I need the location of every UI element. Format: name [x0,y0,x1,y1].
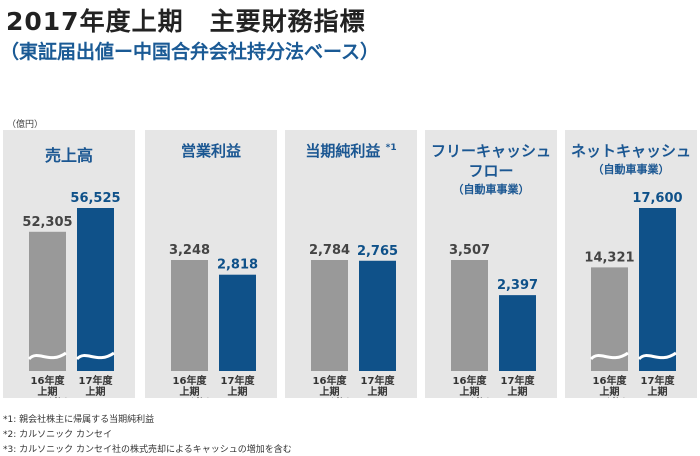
bar-fy16-h1 [591,267,628,371]
category-label: 上期 [368,385,388,398]
data-label: 2,397 [497,278,538,293]
axis-break-mark [589,351,629,361]
category-label: 17年度 [79,374,114,387]
chart-title-footnote-mark: *1 [385,143,397,153]
category-label: 17年度 [641,374,676,387]
unit-label: （億円） [7,120,44,130]
data-label: 3,248 [169,243,210,258]
category-label: 17年度 [361,374,396,387]
category-note: *CK*2を除く [309,396,351,398]
bar-fy16-h1 [171,260,208,371]
category-label: 上期 [508,385,528,398]
bar-fy16-h1 [29,231,66,371]
axis-break-mark [27,351,67,361]
data-label: 56,525 [70,191,120,206]
category-label: 上期 [600,385,620,398]
category-label: 16年度 [173,374,208,387]
category-note: *CK*2を除く*3 [585,396,635,398]
data-label: 52,305 [22,215,72,230]
category-label: 上期 [320,385,340,398]
bar-fy17-h1 [359,260,396,371]
footnote-1: *1: 親会社株主に帰属する当期純利益 [3,415,155,425]
bar-fy17-h1 [219,274,256,371]
category-note: *CK*3を除く [27,396,69,398]
data-label: 17,600 [632,191,682,206]
category-label: 16年度 [453,374,488,387]
category-label: 16年度 [31,374,66,387]
category-label: 17年度 [221,374,256,387]
category-label: 上期 [648,385,668,398]
category-note: *CK*2を除く [449,396,491,398]
data-label: 2,765 [357,244,398,259]
category-label: 16年度 [593,374,628,387]
data-label: 3,507 [449,243,490,258]
page-subtitle: （東証届出値ー中国合弁会社持分法ベース） [0,41,380,63]
category-label: 17年度 [501,374,536,387]
category-label: 上期 [38,385,58,398]
data-label: 2,784 [309,243,350,258]
axis-break-mark [637,351,677,361]
category-label: 上期 [180,385,200,398]
chart-panel-free-cash-flow: フリーキャッシュ フロー （自動車事業） 3,50716年度上期*CK*2を除く… [425,130,557,398]
bar-fy16-h1 [311,260,348,371]
category-label: 16年度 [313,374,348,387]
chart-subtitle: （自動車事業） [592,163,670,176]
bar-fy17-h1 [639,208,676,371]
footnote-3: *3: カルソニック カンセイ社の株式売却によるキャッシュの増加を含む [3,445,292,455]
category-label: 上期 [86,385,106,398]
category-label: 上期 [228,385,248,398]
chart-title: 営業利益 [180,142,241,160]
bar-fy17-h1 [77,208,114,371]
bar-fy16-h1 [451,260,488,371]
category-label: 上期 [460,385,480,398]
chart-title-line2: フロー [468,162,514,180]
bar-fy17-h1 [499,295,536,371]
page-title: 2017年度上期 主要財務指標 [6,7,366,36]
chart-subtitle: （自動車事業） [452,183,530,196]
chart-title: 売上高 [44,146,93,165]
data-label: 2,818 [217,258,258,273]
chart-title: ネットキャッシュ [570,142,691,160]
footnote-2: *2: カルソニック カンセイ [3,430,112,440]
chart-title-text: 当期純利益 [305,142,381,160]
chart-title: フリーキャッシュ [430,142,551,160]
chart-title: 当期純利益 *1 [285,140,417,161]
data-label: 14,321 [584,250,634,265]
axis-break-mark [75,351,115,361]
chart-panel-net-cash: ネットキャッシュ （自動車事業） 14,32116年度上期*CK*2を除く*31… [565,130,697,398]
category-note: *CK*2を除く [169,396,211,398]
